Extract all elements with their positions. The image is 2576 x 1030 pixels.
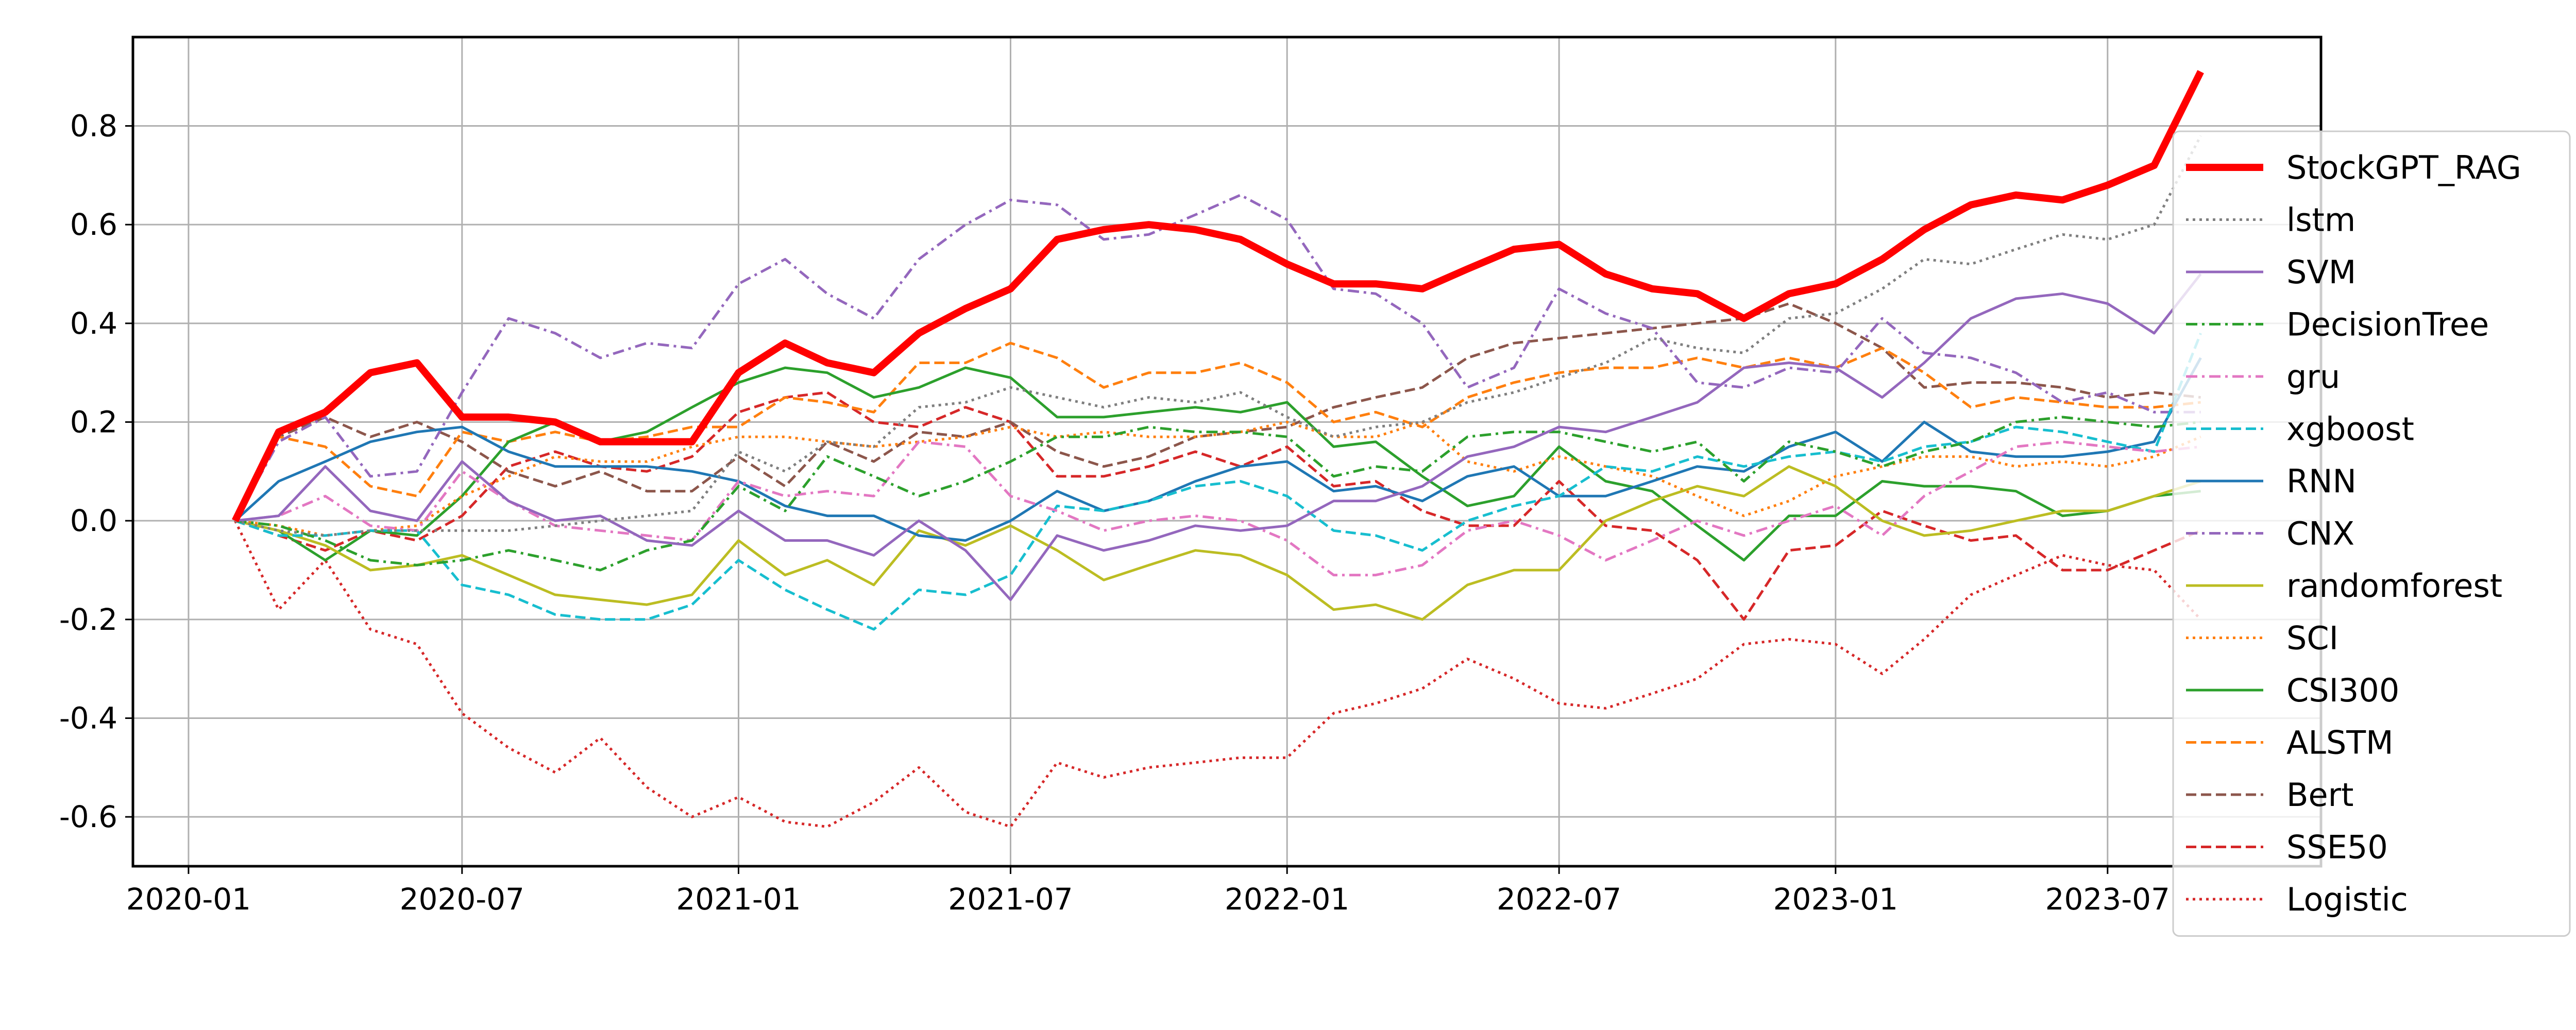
series-line-cnx [234, 194, 2201, 522]
y-tick-label: 0.8 [70, 109, 117, 144]
series-lines [232, 70, 2204, 828]
legend-label: SCI [2286, 620, 2338, 657]
legend-label: Bert [2286, 776, 2353, 814]
y-tick-label: 0.4 [70, 306, 117, 341]
y-tick-label: -0.6 [59, 799, 117, 834]
y-tick-label: 0.6 [70, 207, 117, 242]
legend-label: randomforest [2286, 567, 2502, 605]
x-tick-label: 2022-01 [1225, 882, 1349, 917]
legend-label: SSE50 [2286, 829, 2388, 866]
legend-label: gru [2286, 358, 2340, 396]
legend-label: SVM [2286, 253, 2356, 291]
series-line-sse50 [234, 391, 2201, 621]
x-axis: 2020-01 2020-07 2021-01 2021-07 2022-01 2022-… [126, 866, 2170, 917]
x-tick-label: 2021-01 [676, 882, 801, 917]
series-line-lstm [234, 135, 2202, 537]
legend-label: Logistic [2286, 881, 2408, 918]
x-tick-label: 2023-01 [1773, 882, 1898, 917]
legend-label: ALSTM [2286, 724, 2394, 762]
legend-label: DecisionTree [2286, 306, 2489, 344]
y-tick-label: -0.2 [59, 602, 117, 637]
series-line-bert [234, 302, 2201, 522]
legend-box [2172, 130, 2571, 937]
legend-label: lstm [2286, 201, 2355, 239]
series-line-svm [235, 273, 2202, 601]
legend-label: CNX [2286, 515, 2354, 553]
series-line-xgboost [234, 333, 2202, 631]
y-axis: -0.6 -0.4 -0.2 0.0 0.2 0.4 0.6 0.8 [59, 109, 133, 834]
legend-label: StockGPT_RAG [2286, 149, 2521, 186]
x-tick-label: 2020-01 [126, 882, 251, 917]
y-tick-label: -0.4 [59, 701, 117, 736]
x-tick-label: 2020-07 [400, 882, 524, 917]
series-line-stockgpt_rag [232, 70, 2204, 523]
series-line-rnn [234, 357, 2202, 542]
y-tick-label: 0.2 [70, 405, 117, 440]
legend-label: RNN [2286, 462, 2357, 500]
x-tick-label: 2021-07 [948, 882, 1073, 917]
series-line-randomforest [234, 465, 2201, 621]
x-tick-label: 2022-07 [1497, 882, 1621, 917]
legend-label: CSI300 [2286, 672, 2399, 709]
grid-lines [133, 37, 2321, 866]
series-line-alstm [234, 341, 2201, 522]
legend-label: xgboost [2286, 410, 2414, 448]
x-tick-label: 2023-07 [2045, 882, 2170, 917]
y-tick-label: 0.0 [70, 503, 117, 538]
series-line-logistic [234, 520, 2202, 828]
series-line-sci [235, 421, 2201, 537]
